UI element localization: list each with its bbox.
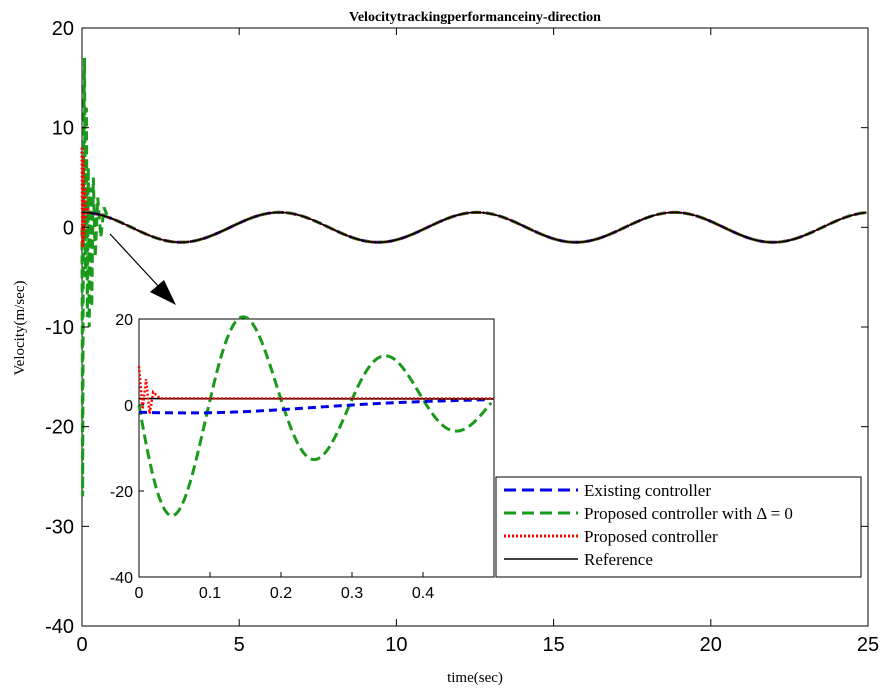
legend-label: Proposed controller with Δ = 0 (584, 504, 793, 523)
inset-x-tick-label: 0.2 (270, 585, 292, 602)
legend-label: Reference (584, 550, 653, 569)
main-series-group (80, 57, 867, 497)
inset-y-tick-label: -20 (110, 484, 133, 501)
y-tick-label: 0 (63, 217, 74, 239)
x-tick-label: 10 (385, 634, 407, 656)
inset-x-tick-label: 0 (135, 585, 144, 602)
series-line-proposed-inset (137, 366, 494, 414)
y-tick-label: -30 (45, 516, 74, 538)
series-line-proposed-delta0-inset (137, 315, 493, 518)
inset-ticks: 0 0.1 0.2 0.3 0.4 20 0 -20 -40 (110, 312, 434, 602)
inset-y-tick-label: 20 (115, 312, 133, 329)
y-axis-label: Velocity(m/sec) (12, 281, 28, 376)
y-tick-label: 20 (52, 18, 74, 40)
chart-title: Velocitytrackingperformanceiny-direction (349, 10, 601, 25)
legend: Existing controller Proposed controller w… (495, 476, 862, 578)
inset-y-tick-label: -40 (110, 570, 133, 587)
legend-label: Existing controller (584, 481, 711, 500)
zoom-arrow (109, 233, 176, 305)
main-ticks: 0 5 10 15 20 25 20 10 0 -10 -20 -30 -40 (45, 18, 879, 656)
inset-x-tick-label: 0.4 (412, 585, 434, 602)
y-tick-label: -20 (45, 417, 74, 439)
x-axis-label: time(sec) (447, 670, 503, 686)
inset-x-tick-label: 0.1 (199, 585, 221, 602)
inset-plot-area (138, 318, 495, 578)
legend-box (495, 476, 862, 578)
x-tick-label: 25 (857, 634, 879, 656)
inset-y-tick-label: 0 (124, 398, 133, 415)
x-tick-label: 20 (700, 634, 722, 656)
x-tick-label: 5 (234, 634, 245, 656)
legend-label: Proposed controller (584, 527, 718, 546)
y-tick-label: -10 (45, 317, 74, 339)
x-tick-label: 0 (76, 634, 87, 656)
series-line-proposed-delta0-main (80, 57, 109, 497)
inset-x-tick-label: 0.3 (341, 585, 363, 602)
series-line-reference-main (81, 211, 867, 244)
inset-series-group (137, 315, 495, 518)
series-line-existing-inset (138, 398, 487, 415)
x-tick-label: 15 (542, 634, 564, 656)
y-tick-label: 10 (52, 118, 74, 140)
y-tick-label: -40 (45, 616, 74, 638)
